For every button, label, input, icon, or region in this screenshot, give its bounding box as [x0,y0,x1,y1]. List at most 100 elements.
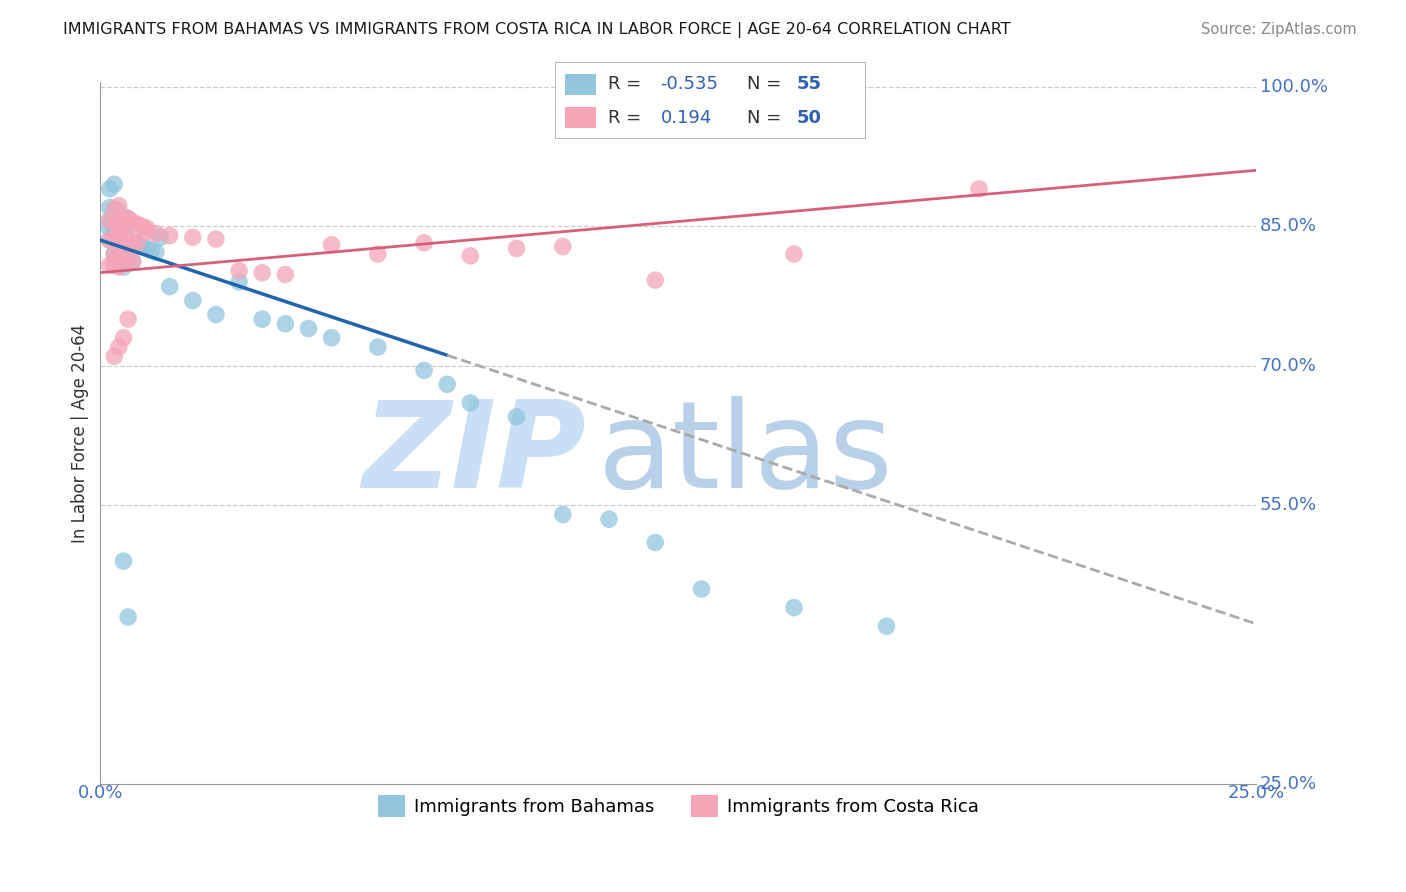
Point [690,582,713,596]
Text: R =: R = [607,76,641,94]
Point [297,321,319,335]
Point [321,237,343,252]
Point [108,217,131,231]
Point [98,258,121,272]
Point [117,232,139,246]
Point [98,201,121,215]
Point [127,217,149,231]
Point [505,409,527,424]
Point [108,249,131,263]
Text: 70.0%: 70.0% [1260,357,1317,375]
Bar [565,107,596,128]
Point [108,217,131,231]
Point [159,228,181,243]
Point [112,210,135,224]
Point [103,215,125,229]
Point [367,340,389,354]
Point [108,225,131,239]
Point [103,178,125,192]
Text: atlas: atlas [598,396,893,513]
Point [181,230,204,244]
Point [121,235,143,250]
Point [274,268,297,282]
Point [145,227,167,241]
Point [117,312,139,326]
Point [98,233,121,247]
Point [112,251,135,265]
Point [108,340,131,354]
Point [228,264,250,278]
Point [112,219,135,233]
Text: N =: N = [747,76,782,94]
Point [108,199,131,213]
Point [117,213,139,227]
Point [112,260,135,274]
Point [108,249,131,263]
Point [551,508,574,522]
Point [135,221,157,235]
Text: 25.0%: 25.0% [1260,775,1317,793]
Text: 50: 50 [797,109,821,127]
Point [644,535,666,549]
Point [413,235,436,250]
Point [367,247,389,261]
Text: 55: 55 [797,76,821,94]
Point [103,215,125,229]
Point [967,182,990,196]
Point [181,293,204,308]
Point [103,247,125,261]
Point [103,202,125,217]
Point [98,213,121,227]
Point [598,512,620,526]
Point [131,239,153,253]
Text: R =: R = [607,109,641,127]
Point [783,247,806,261]
Point [436,377,458,392]
Text: ZIP: ZIP [363,396,586,513]
Text: IMMIGRANTS FROM BAHAMAS VS IMMIGRANTS FROM COSTA RICA IN LABOR FORCE | AGE 20-64: IMMIGRANTS FROM BAHAMAS VS IMMIGRANTS FR… [63,22,1011,38]
Point [228,275,250,289]
Point [117,252,139,267]
Point [117,232,139,246]
Point [149,230,172,244]
Point [159,279,181,293]
Point [250,266,273,280]
Point [551,239,574,253]
Point [121,254,143,268]
Text: 85.0%: 85.0% [1260,217,1317,235]
Point [876,619,898,633]
Point [103,230,125,244]
Point [145,245,167,260]
Point [250,312,273,326]
Point [103,232,125,246]
Point [108,256,131,270]
Point [117,252,139,267]
Y-axis label: In Labor Force | Age 20-64: In Labor Force | Age 20-64 [72,324,89,542]
Point [112,211,135,226]
Point [108,230,131,244]
Bar [565,74,596,95]
Point [117,211,139,226]
Point [413,363,436,377]
Point [108,228,131,243]
Point [205,308,228,322]
Point [135,242,157,256]
Point [112,219,135,233]
Point [141,244,163,258]
Point [458,396,481,410]
Point [121,234,143,248]
Text: 0.0%: 0.0% [77,784,124,803]
Point [112,228,135,243]
Point [112,251,135,265]
Point [108,204,131,219]
Point [98,233,121,247]
Point [121,215,143,229]
Point [205,232,228,246]
Point [103,350,125,364]
Point [274,317,297,331]
Point [127,237,149,252]
Point [112,235,135,249]
Point [321,331,343,345]
Point [98,221,121,235]
Point [112,331,135,345]
